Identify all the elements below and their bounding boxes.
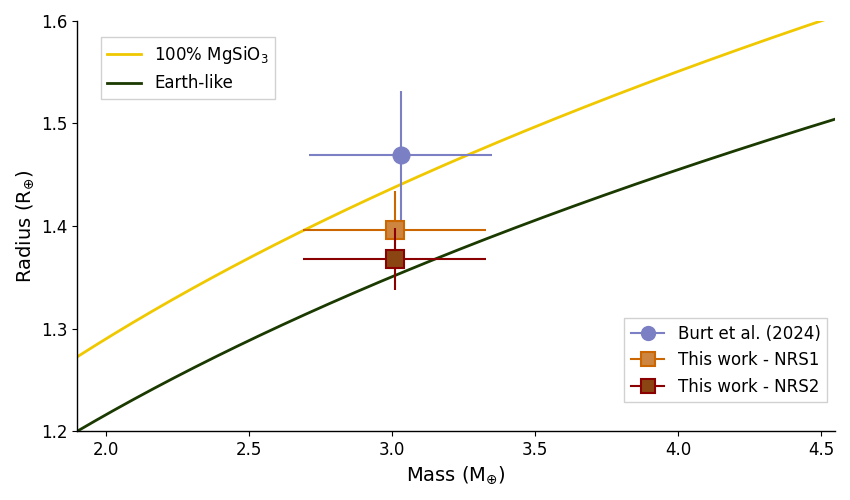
Y-axis label: Radius (R$_{\oplus}$): Radius (R$_{\oplus}$) xyxy=(14,170,36,282)
X-axis label: Mass (M$_{\oplus}$): Mass (M$_{\oplus}$) xyxy=(406,464,507,486)
Legend: Burt et al. (2024), This work - NRS1, This work - NRS2: Burt et al. (2024), This work - NRS1, Th… xyxy=(624,318,827,402)
